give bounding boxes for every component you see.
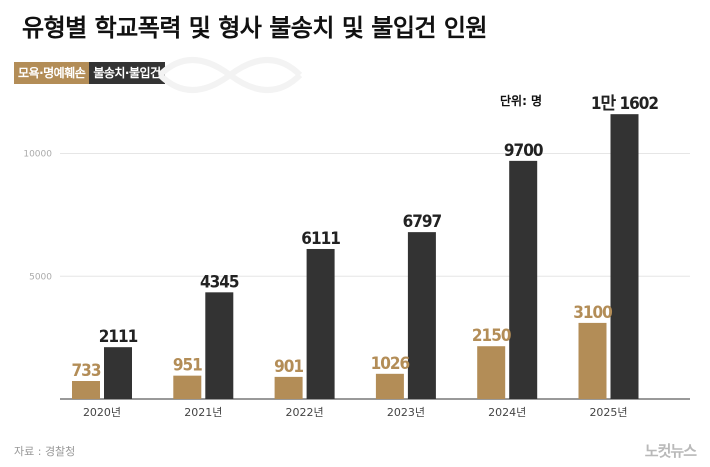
bar-insult [274,376,303,399]
bar-insult [72,381,100,399]
bar-insult [375,373,404,399]
data-label: 901 [274,357,303,377]
publisher-logo: 노컷뉴스 [644,442,697,460]
x-tick-label: 2024년 [488,406,526,419]
x-tick-label: 2025년 [589,406,627,419]
bar-dismissal [104,347,132,399]
bar-dismissal [407,232,436,399]
data-label: 1만 1602 [591,94,659,114]
bar-dismissal [610,114,639,399]
bar-dismissal [509,160,538,399]
data-label: 733 [72,361,101,381]
chart-title: 유형별 학교폭력 및 형사 불송치 및 불입건 인원 [22,14,488,42]
data-label: 4345 [200,272,239,292]
bar-dismissal [306,248,335,399]
data-label: 1026 [371,354,410,374]
watermark-graphic [157,57,303,93]
data-label: 6797 [403,212,442,232]
data-label: 3100 [573,303,612,323]
bar-insult [173,375,202,399]
x-tick-label: 2021년 [184,406,222,419]
data-label: 6111 [301,229,340,249]
unit-label: 단위: 명 [500,94,543,108]
source-note: 자료 : 경찰청 [14,445,76,458]
y-tick-label: 5000 [29,272,52,282]
x-tick-label: 2023년 [387,406,425,419]
y-tick-label: 10000 [23,150,52,160]
bar-dismissal [205,292,234,399]
x-tick-label: 2022년 [286,406,324,419]
legend-item-insult: 모욕·명예훼손 [14,62,90,84]
x-tick-label: 2020년 [83,406,121,419]
data-label: 951 [173,356,202,376]
data-label: 2111 [99,327,138,347]
data-label: 2150 [472,326,511,346]
bar-insult [578,322,607,399]
legend: 모욕·명예훼손 불송치·불입건 [14,62,165,84]
data-label: 9700 [504,141,543,161]
bar-insult [477,346,506,399]
legend-item-dismissal: 불송치·불입건 [89,62,165,84]
